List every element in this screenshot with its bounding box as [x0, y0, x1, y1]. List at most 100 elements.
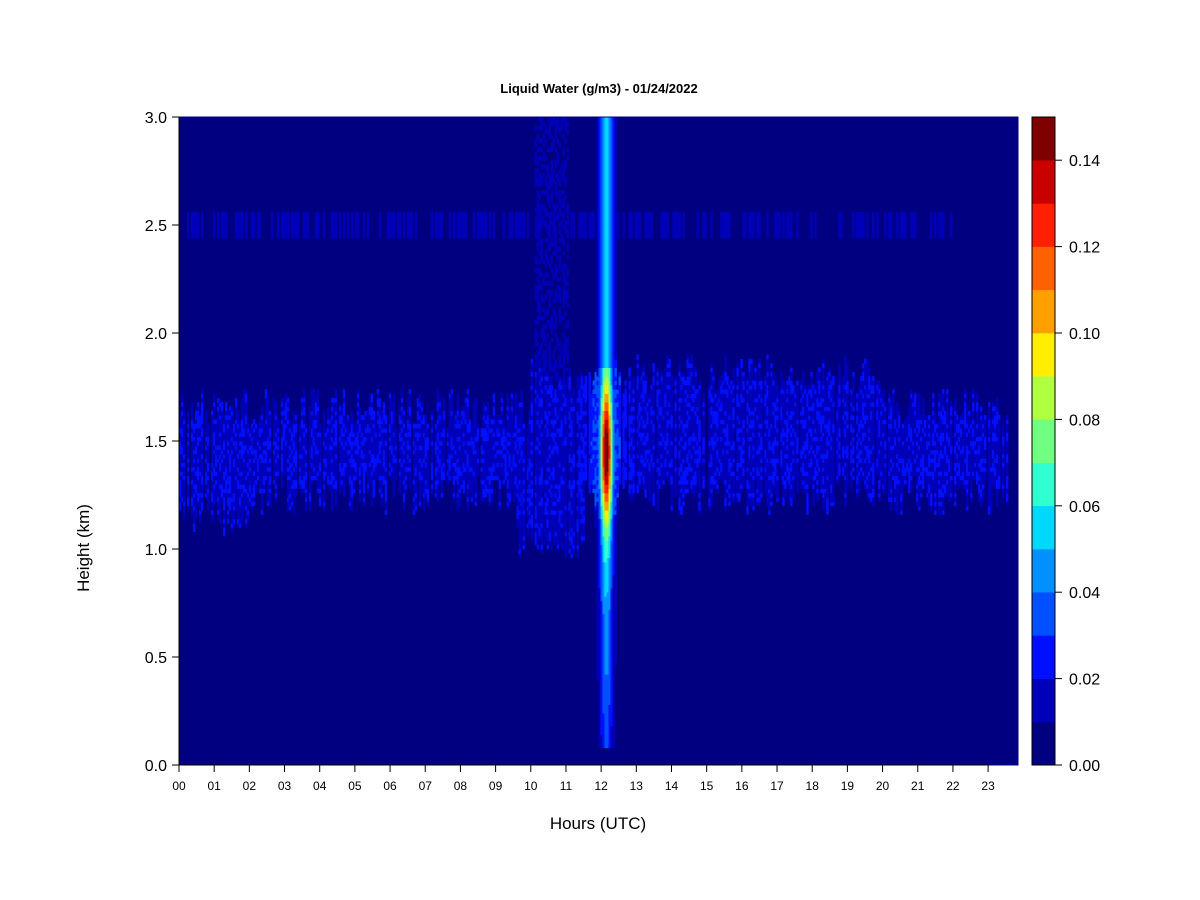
- heatmap-cell: [346, 453, 350, 481]
- heatmap-cell: [738, 445, 741, 451]
- heatmap-cell: [960, 436, 963, 451]
- heatmap-cell: [970, 497, 973, 502]
- heatmap-cell: [686, 488, 689, 494]
- heatmap-cell: [716, 458, 719, 468]
- heatmap-cell: [712, 410, 715, 425]
- heatmap-cell: [292, 479, 296, 489]
- heatmap-cell: [204, 471, 208, 485]
- heatmap-cell: [642, 475, 645, 485]
- heatmap-cell: [500, 449, 504, 455]
- heatmap-cell: [936, 423, 939, 429]
- heatmap-cell: [342, 423, 346, 429]
- heatmap-cell: [950, 406, 953, 416]
- heatmap-cell: [724, 497, 727, 507]
- heatmap-cell: [556, 294, 559, 299]
- heatmap-cell: [264, 423, 268, 442]
- heatmap-cell: [918, 484, 921, 507]
- heatmap-cell: [938, 415, 941, 438]
- heatmap-cell: [866, 475, 869, 481]
- heatmap-cell: [492, 445, 496, 451]
- heatmap-cell: [736, 393, 739, 407]
- heatmap-cell: [594, 419, 597, 425]
- heatmap-cell: [950, 419, 953, 425]
- heatmap-cell: [518, 449, 521, 459]
- heatmap-cell: [324, 449, 328, 459]
- heatmap-cell: [778, 212, 781, 239]
- heatmap-cell: [832, 384, 835, 403]
- heatmap-cell: [608, 117, 611, 368]
- heatmap-cell: [816, 436, 819, 442]
- heatmap-cell: [262, 475, 266, 485]
- heatmap-cell: [602, 501, 605, 511]
- heatmap-cell: [576, 453, 579, 463]
- heatmap-cell: [516, 436, 519, 442]
- heatmap-cell: [710, 389, 713, 394]
- heatmap-cell: [420, 449, 424, 463]
- heatmap-cell: [464, 419, 468, 425]
- heatmap-cell: [358, 492, 362, 502]
- heatmap-cell: [438, 449, 442, 455]
- heatmap-cell: [436, 410, 440, 420]
- heatmap-cell: [736, 475, 739, 481]
- heatmap-cell: [568, 501, 571, 511]
- heatmap-cell: [846, 363, 849, 381]
- heatmap-cell: [650, 423, 653, 455]
- heatmap-cell: [714, 441, 717, 446]
- heatmap-cell: [366, 432, 370, 485]
- heatmap-cell: [458, 441, 462, 446]
- heatmap-cell: [722, 419, 725, 425]
- heatmap-cell: [492, 406, 496, 416]
- heatmap-cell: [624, 479, 627, 485]
- heatmap-cell: [978, 441, 981, 446]
- heatmap-cell: [292, 212, 296, 239]
- heatmap-cell: [826, 376, 829, 381]
- heatmap-cell: [946, 479, 949, 485]
- heatmap-cell: [356, 432, 360, 455]
- heatmap-cell: [546, 505, 549, 511]
- heatmap-cell: [538, 281, 541, 291]
- heatmap-cell: [862, 428, 865, 433]
- heatmap-cell: [936, 462, 939, 468]
- heatmap-cell: [736, 462, 739, 472]
- heatmap-cell: [776, 428, 779, 433]
- heatmap-cell: [408, 458, 412, 463]
- heatmap-cell: [718, 410, 721, 459]
- heatmap-cell: [552, 479, 555, 502]
- heatmap-cell: [628, 453, 631, 468]
- heatmap-cell: [422, 458, 426, 463]
- heatmap-cell: [562, 445, 565, 468]
- heatmap-cell: [560, 212, 563, 217]
- heatmap-cell: [786, 389, 789, 394]
- heatmap-cell: [290, 466, 294, 472]
- heatmap-cell: [606, 376, 609, 386]
- heatmap-cell: [964, 397, 967, 403]
- heatmap-cell: [404, 432, 408, 438]
- heatmap-cell: [464, 402, 468, 420]
- heatmap-cell: [414, 445, 418, 451]
- heatmap-cell: [642, 441, 645, 446]
- heatmap-cell: [938, 497, 941, 502]
- heatmap-cell: [584, 415, 587, 425]
- heatmap-cell: [992, 462, 995, 472]
- heatmap-cell: [686, 462, 689, 468]
- heatmap-cell: [528, 518, 531, 524]
- heatmap-cell: [556, 138, 559, 144]
- heatmap-cell: [590, 445, 593, 459]
- heatmap-cell: [754, 380, 757, 390]
- heatmap-cell: [742, 402, 745, 420]
- heatmap-cell: [958, 475, 961, 489]
- heatmap-cell: [784, 475, 787, 481]
- heatmap-cell: [206, 436, 210, 446]
- heatmap-cell: [350, 449, 354, 455]
- heatmap-cell: [194, 428, 198, 446]
- heatmap-cell: [916, 428, 919, 433]
- heatmap-cell: [330, 462, 334, 472]
- heatmap-cell: [642, 436, 645, 442]
- heatmap-cell: [198, 492, 202, 498]
- heatmap-cell: [698, 510, 701, 515]
- heatmap-cell: [690, 363, 693, 368]
- heatmap-cell: [544, 380, 547, 386]
- colorbar-tick-label: 0.06: [1069, 499, 1100, 516]
- heatmap-cell: [226, 449, 230, 455]
- heatmap-cell: [580, 397, 583, 420]
